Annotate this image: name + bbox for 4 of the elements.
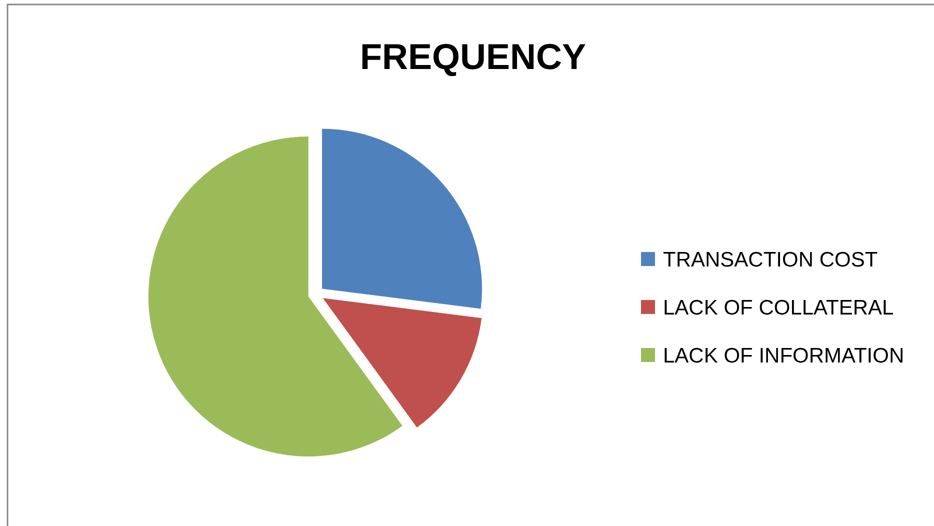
- legend-label: LACK OF INFORMATION: [663, 344, 904, 368]
- legend-label: LACK OF COLLATERAL: [663, 296, 894, 320]
- chart-title: FREQUENCY: [360, 36, 586, 77]
- legend-label: TRANSACTION COST: [663, 248, 878, 272]
